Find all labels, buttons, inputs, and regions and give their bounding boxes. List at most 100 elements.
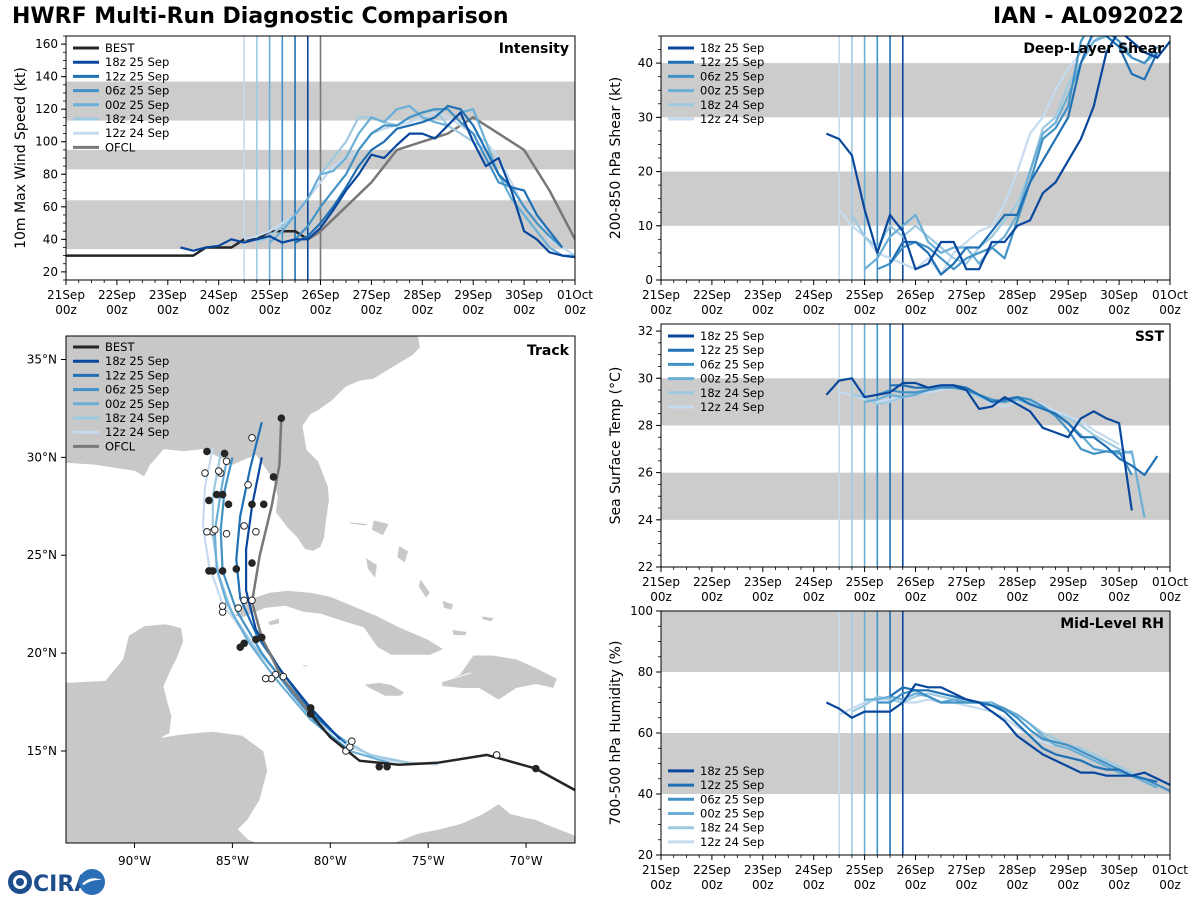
sst-title: SST [1135, 329, 1165, 345]
track-marker [222, 529, 231, 538]
intensity-xtick-label: 30Sep [505, 288, 543, 302]
track-xtick-label: 90°W [118, 854, 151, 868]
shear-xtick-hour: 00z [1057, 303, 1079, 317]
track-ytick-label: 30°N [27, 450, 57, 464]
intensity-panel: 2040608010012014016021Sep00z22Sep00z23Se… [13, 35, 593, 317]
sst-band [661, 378, 1170, 426]
track-ytick-label: 25°N [27, 548, 57, 562]
rh-band [661, 611, 1170, 672]
track-marker [252, 635, 260, 644]
shear-xtick-label: 27Sep [947, 288, 985, 302]
land-cuba [233, 590, 445, 656]
track-marker [205, 496, 213, 505]
track-marker [248, 500, 256, 509]
shear-legend-label: 18z 25 Sep [700, 41, 764, 55]
rh-xtick-hour: 00z [701, 878, 723, 892]
rh-series-12z-25-sep [889, 686, 1158, 783]
track-legend-label: 00z 25 Sep [105, 397, 169, 411]
rh-legend-label: 00z 25 Sep [700, 807, 764, 821]
sst-xtick-hour: 00z [752, 590, 774, 604]
track-marker [201, 469, 209, 477]
sst-xtick-hour: 00z [905, 590, 927, 604]
shear-xtick-hour: 00z [1159, 303, 1181, 317]
track-title: Track [527, 343, 570, 359]
sst-xtick-hour: 00z [854, 590, 876, 604]
track-ofcl [250, 418, 312, 715]
shear-legend-label: 06z 25 Sep [700, 69, 764, 83]
sst-legend-label: 12z 25 Sep [700, 343, 764, 357]
intensity-legend-label: 18z 25 Sep [105, 55, 169, 69]
intensity-ytick-label: 140 [35, 70, 58, 84]
track-marker [383, 762, 391, 771]
shear-xtick-hour: 00z [854, 303, 876, 317]
sst-series-18z-25-sep [825, 377, 1133, 511]
shear-xtick-hour: 00z [650, 303, 672, 317]
track-legend-label: 18z 25 Sep [105, 354, 169, 368]
sst-xtick-hour: 00z [956, 590, 978, 604]
shear-legend-label: 12z 25 Sep [700, 55, 764, 69]
rh-legend-label: 12z 25 Sep [700, 778, 764, 792]
intensity-series-18z-25-sep [180, 111, 575, 259]
track-legend-label: 12z 25 Sep [105, 368, 169, 382]
land-south-america [392, 803, 575, 843]
track-marker [532, 764, 540, 773]
track-marker [212, 490, 221, 499]
track-best [309, 712, 575, 792]
land-turks-caicos [480, 615, 496, 623]
rh-xtick-hour: 00z [752, 878, 774, 892]
intensity-xtick-hour: 00z [259, 303, 281, 317]
intensity-legend-label: 00z 25 Sep [105, 98, 169, 112]
storm-id: IAN - AL092022 [993, 4, 1184, 29]
track-marker [214, 467, 223, 475]
track-marker [218, 602, 227, 610]
sst-legend-label: 18z 24 Sep [700, 386, 764, 400]
track-xtick-label: 85°W [216, 854, 249, 868]
land-bahamas-eleuthera [396, 544, 410, 564]
shear-xtick-label: 28Sep [998, 288, 1036, 302]
intensity-xtick-hour: 00z [564, 303, 586, 317]
land-bahamas-grand [349, 521, 371, 527]
rh-xtick-label: 24Sep [795, 863, 833, 877]
sst-xtick-label: 25Sep [846, 575, 884, 589]
shear-ytick-label: 40 [638, 56, 653, 70]
track-marker [261, 674, 270, 683]
intensity-ytick-label: 60 [43, 200, 58, 214]
shear-band [661, 63, 1170, 118]
intensity-xtick-label: 26Sep [302, 288, 340, 302]
track-marker [203, 527, 211, 536]
track-ytick-label: 35°N [27, 352, 57, 366]
track-marker [248, 596, 256, 605]
sst-xtick-label: 21Sep [642, 575, 680, 589]
track-marker [306, 704, 315, 712]
track-legend-label: 18z 24 Sep [105, 411, 169, 425]
shear-xtick-hour: 00z [701, 303, 723, 317]
intensity-xtick-label: 28Sep [403, 288, 441, 302]
sst-legend-label: 06z 25 Sep [700, 357, 764, 371]
track-ytick-label: 15°N [27, 744, 57, 758]
track-marker [252, 527, 260, 536]
track-marker [279, 672, 288, 681]
intensity-xtick-hour: 00z [412, 303, 434, 317]
intensity-xtick-label: 24Sep [200, 288, 238, 302]
intensity-xtick-label: 25Sep [251, 288, 289, 302]
shear-panel: 01020304021Sep00z22Sep00z23Sep00z24Sep00… [608, 35, 1188, 317]
sst-xtick-hour: 00z [1057, 590, 1079, 604]
shear-xtick-hour: 00z [905, 303, 927, 317]
track-marker [203, 447, 211, 456]
sst-series-06z-25-sep [876, 386, 1133, 476]
track-ytick-label: 20°N [27, 646, 57, 660]
rh-ytick-label: 100 [630, 604, 653, 618]
track-marker [375, 762, 384, 771]
rh-legend-label: 06z 25 Sep [700, 792, 764, 806]
rh-xtick-label: 01Oct [1152, 863, 1188, 877]
intensity-xtick-hour: 00z [208, 303, 230, 317]
shear-band [661, 171, 1170, 226]
rh-xtick-label: 28Sep [998, 863, 1036, 877]
intensity-legend-label: 06z 25 Sep [105, 84, 169, 98]
track-marker [259, 500, 268, 509]
rh-xtick-hour: 00z [956, 878, 978, 892]
sst-ytick-label: 24 [638, 513, 653, 527]
track-marker [240, 522, 248, 530]
track-marker [248, 433, 256, 442]
